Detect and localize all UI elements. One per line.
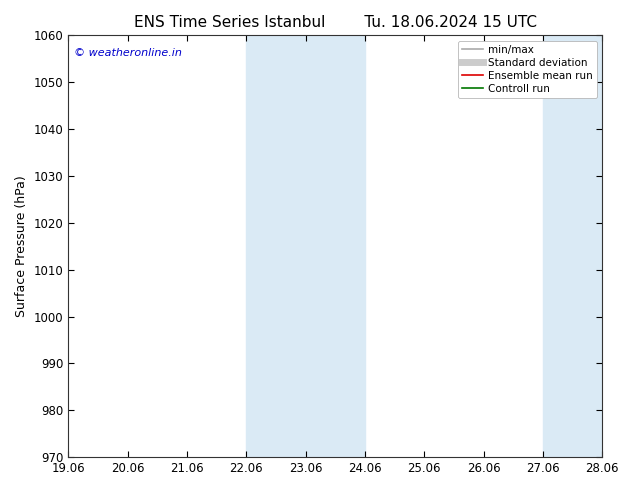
Bar [543, 35, 602, 457]
Bar [306, 35, 365, 457]
Text: © weatheronline.in: © weatheronline.in [74, 48, 181, 58]
Bar [246, 35, 306, 457]
Legend: min/max, Standard deviation, Ensemble mean run, Controll run: min/max, Standard deviation, Ensemble me… [458, 41, 597, 98]
Title: ENS Time Series Istanbul        Tu. 18.06.2024 15 UTC: ENS Time Series Istanbul Tu. 18.06.2024 … [134, 15, 537, 30]
Y-axis label: Surface Pressure (hPa): Surface Pressure (hPa) [15, 175, 28, 317]
